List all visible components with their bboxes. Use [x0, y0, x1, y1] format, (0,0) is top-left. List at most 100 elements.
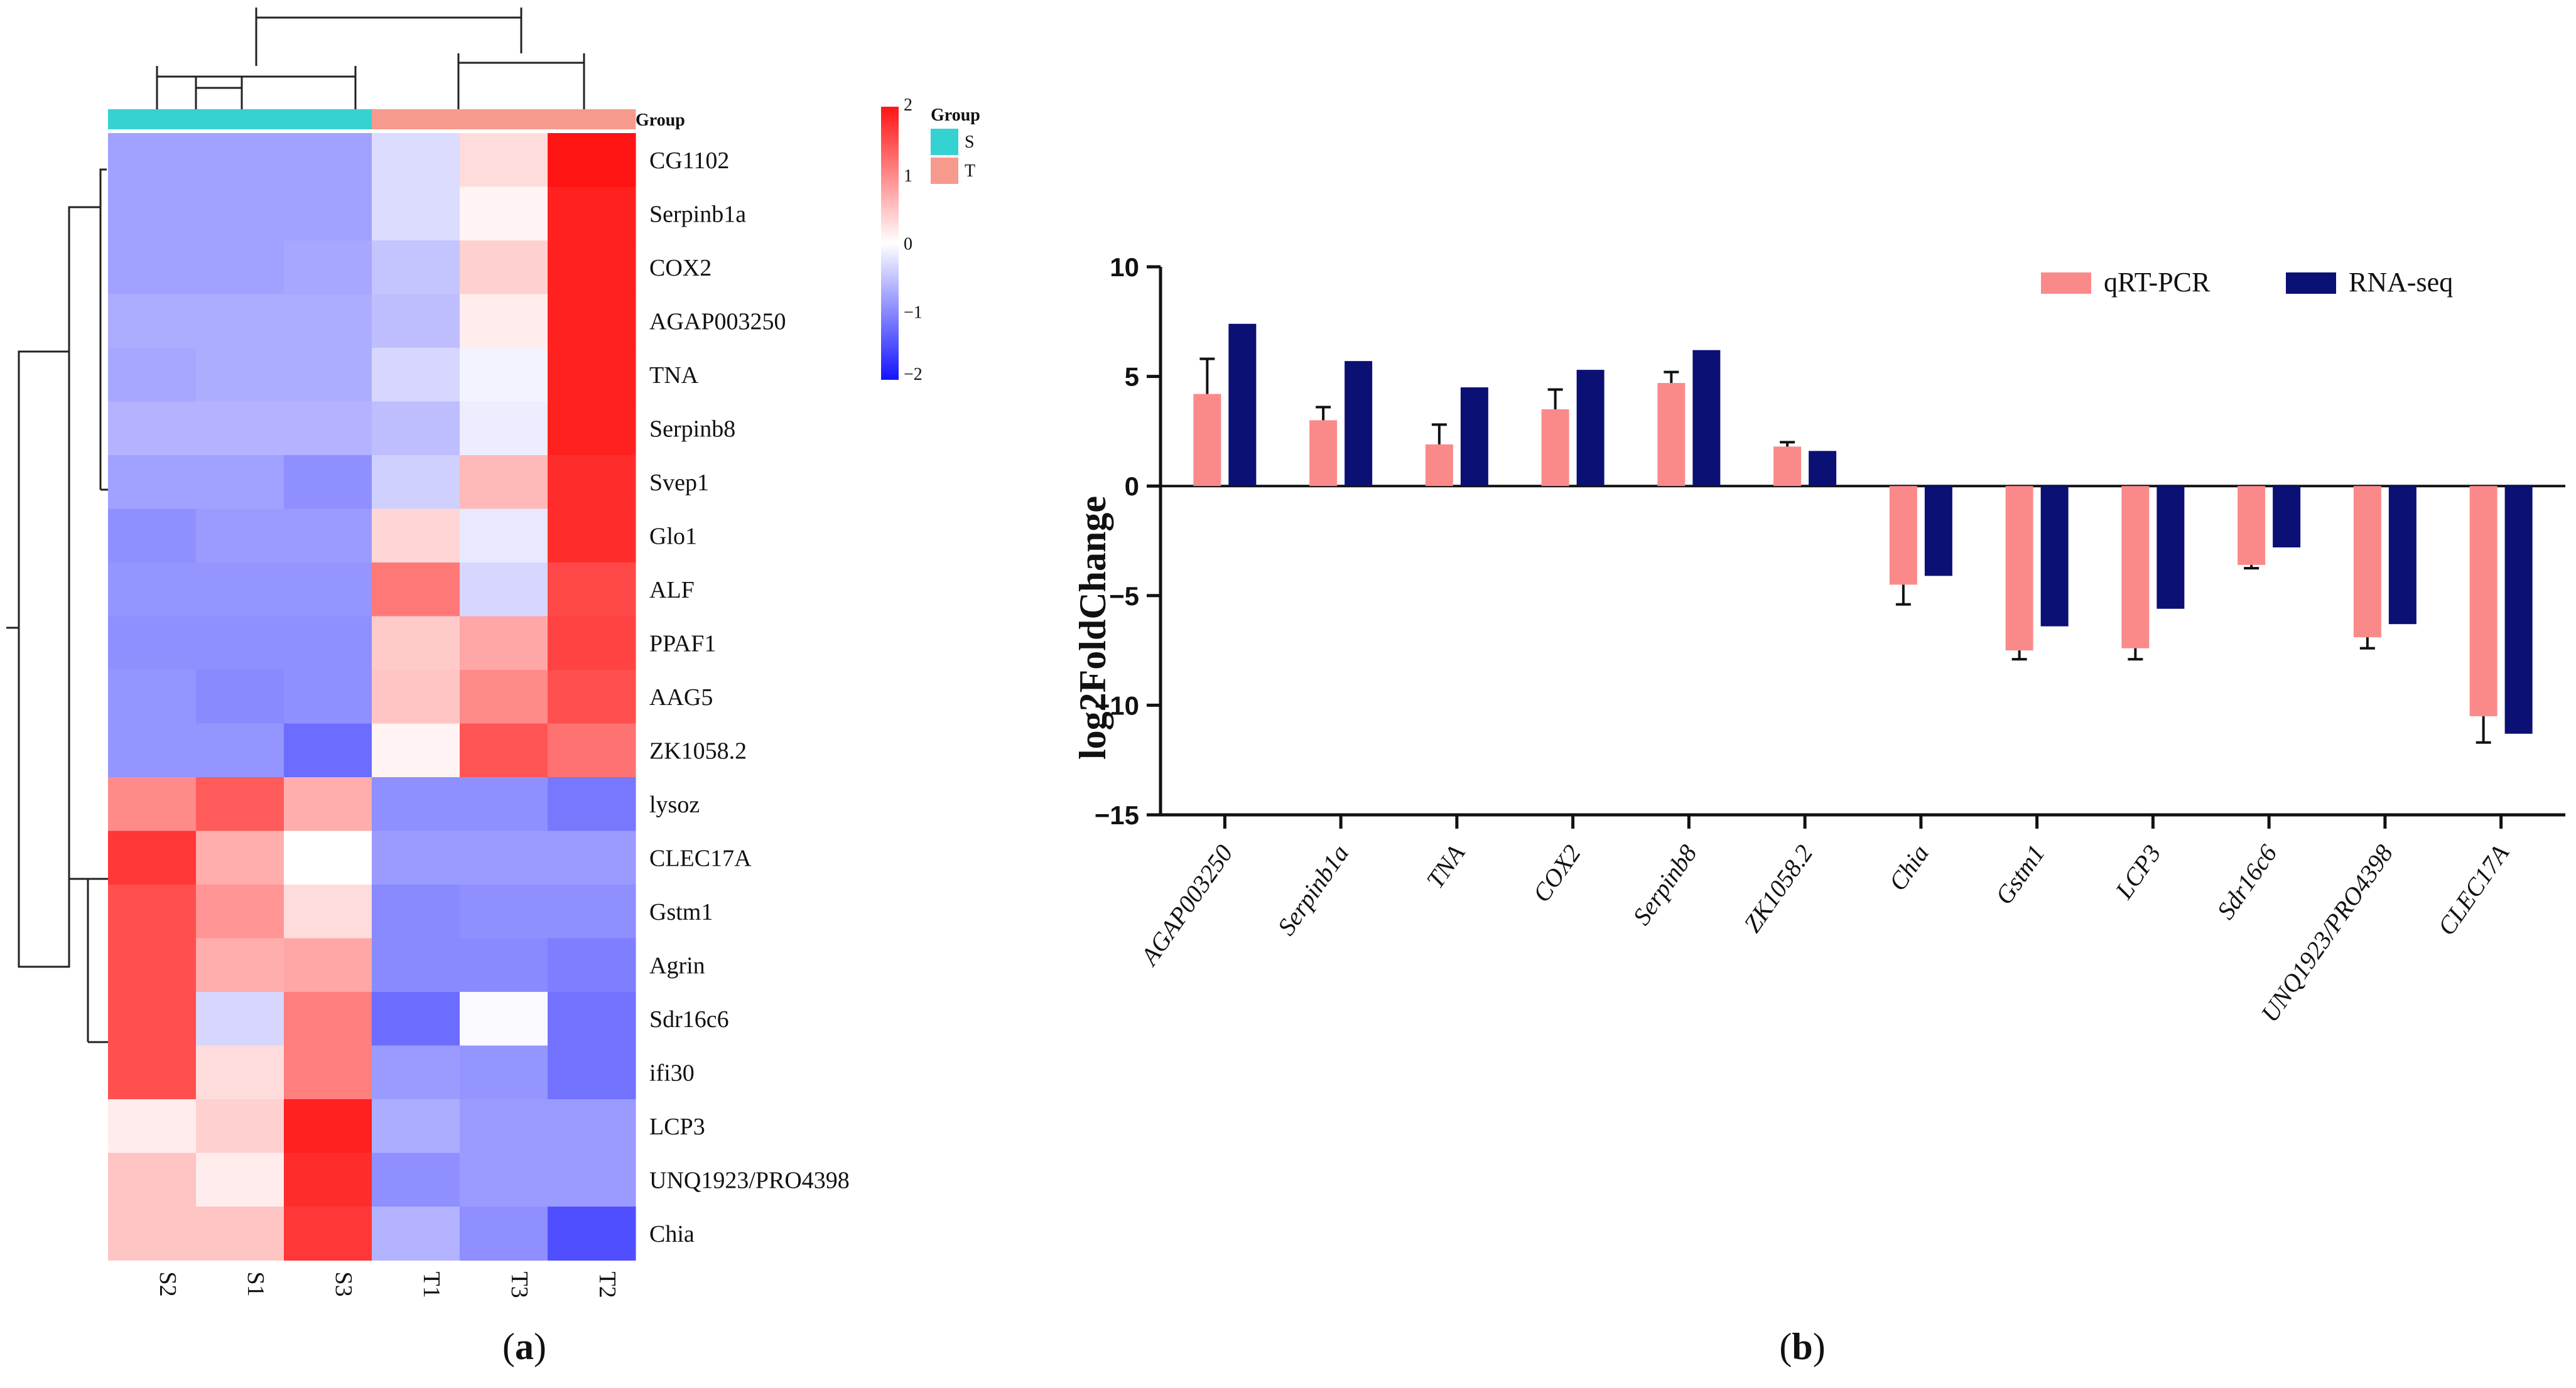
- heatmap-cell: [548, 885, 636, 939]
- column-dendrogram: [156, 8, 585, 112]
- gene-label: LCP3: [649, 1114, 705, 1140]
- heatmap-cell: [372, 240, 460, 295]
- gene-label: PPAF1: [649, 630, 716, 657]
- heatmap-cell: [372, 723, 460, 778]
- group-bar-cell-T2: [548, 109, 636, 129]
- gene-label: Serpinb1a: [649, 201, 746, 227]
- heatmap-cell: [284, 670, 372, 724]
- heatmap-cell: [284, 133, 372, 188]
- heatmap-cell: [196, 992, 284, 1046]
- heatmap-cell: [196, 938, 284, 993]
- heatmap-cell: [108, 616, 197, 670]
- gene-label: AGAP003250: [649, 308, 786, 335]
- heatmap-cell: [548, 670, 636, 724]
- category-label: Chia: [1883, 839, 1934, 896]
- color-scale-tick: 2: [904, 95, 912, 115]
- group-legend-swatch-S: [931, 129, 958, 155]
- heatmap-cell: [548, 133, 636, 188]
- bar-qrt-pcr: [2005, 486, 2033, 651]
- heatmap-cell: [460, 133, 548, 188]
- heatmap-cell: [460, 938, 548, 993]
- gene-label: Gstm1: [649, 899, 713, 925]
- heatmap-cell: [196, 133, 284, 188]
- color-scale-bar: [881, 107, 899, 380]
- y-tick-label: −5: [1109, 581, 1139, 611]
- heatmap-cell: [196, 1207, 284, 1261]
- group-bar-cell-T1: [372, 109, 460, 129]
- bar-rna-seq: [1576, 370, 1605, 487]
- heatmap-cell: [196, 885, 284, 939]
- group-bar-cell-S3: [284, 109, 372, 129]
- heatmap-cell: [196, 777, 284, 832]
- heatmap-cell: [372, 616, 460, 670]
- bars: [1193, 323, 2533, 744]
- bar-rna-seq: [2504, 486, 2533, 734]
- gene-label: AAG5: [649, 684, 713, 711]
- sample-labels: S2 S1 S3 T1 T3 T2: [154, 1272, 620, 1298]
- group-legend-title: Group: [931, 105, 980, 125]
- heatmap-cell: [108, 455, 197, 510]
- gene-label: TNA: [649, 362, 699, 389]
- heatmap-cell: [460, 723, 548, 778]
- heatmap-cell: [548, 723, 636, 778]
- heatmap-cell: [372, 938, 460, 993]
- color-scale-tick: 0: [904, 235, 912, 254]
- heatmap-cell: [108, 1099, 197, 1154]
- heatmap-cell: [196, 455, 284, 510]
- bar-rna-seq: [2388, 486, 2416, 625]
- heatmap-cell: [284, 508, 372, 563]
- heatmap-cell: [284, 1045, 372, 1100]
- group-annotation-title: Group: [636, 110, 685, 130]
- group-annotation-bar: [108, 109, 636, 129]
- heatmap-cell: [460, 1153, 548, 1207]
- color-scale: 2 1 0 −1 −2: [881, 95, 923, 384]
- heatmap-cell: [548, 1099, 636, 1154]
- legend-label: qRT-PCR: [2104, 267, 2211, 298]
- heatmap-cell: [108, 508, 197, 563]
- category-label: TNA: [1421, 839, 1470, 893]
- bar-rna-seq: [1809, 451, 1837, 487]
- heatmap-cell: [108, 133, 197, 188]
- heatmap-cell: [196, 186, 284, 241]
- heatmap-cell: [372, 670, 460, 724]
- bar-rna-seq: [1228, 323, 1257, 487]
- sample-label: S1: [242, 1272, 269, 1297]
- heatmap-cells: [108, 133, 636, 1261]
- heatmap-cell: [372, 508, 460, 563]
- legend-label: RNA-seq: [2349, 267, 2453, 298]
- heatmap-cell: [284, 777, 372, 832]
- heatmap-cell: [196, 670, 284, 724]
- heatmap-cell: [372, 348, 460, 402]
- heatmap-cell: [372, 455, 460, 510]
- group-legend-label: T: [965, 161, 975, 181]
- heatmap-cell: [460, 616, 548, 670]
- heatmap-cell: [372, 401, 460, 456]
- sample-label: T3: [506, 1272, 533, 1298]
- category-label: ZK1058.2: [1738, 839, 1818, 937]
- heatmap-cell: [196, 562, 284, 617]
- heatmap-cell: [548, 562, 636, 617]
- heatmap-cell: [372, 562, 460, 617]
- group-bar-cell-S2: [108, 109, 197, 129]
- heatmap-cell: [460, 401, 548, 456]
- heatmap-cell: [108, 670, 197, 724]
- heatmap-cell: [460, 1045, 548, 1100]
- heatmap-cell: [548, 777, 636, 832]
- gene-label: Svep1: [649, 470, 709, 496]
- heatmap-cell: [460, 348, 548, 402]
- heatmap-cell: [372, 777, 460, 832]
- heatmap-cell: [372, 186, 460, 241]
- heatmap-cell: [284, 401, 372, 456]
- row-dendrogram: [6, 168, 108, 1043]
- group-bar-cell-S1: [196, 109, 284, 129]
- heatmap-cell: [196, 1099, 284, 1154]
- bar-chart-panel: 10 5 0 −5 −10 −15 AGAP003250 Serpinb1a TNA COX2 Se…: [1072, 252, 2565, 1367]
- gene-label: COX2: [649, 255, 712, 281]
- heatmap-cell: [196, 723, 284, 778]
- heatmap-cell: [460, 508, 548, 563]
- sample-label: T2: [594, 1272, 620, 1298]
- heatmap-cell: [460, 562, 548, 617]
- heatmap-cell: [196, 1153, 284, 1207]
- y-tick-label: 10: [1110, 252, 1139, 282]
